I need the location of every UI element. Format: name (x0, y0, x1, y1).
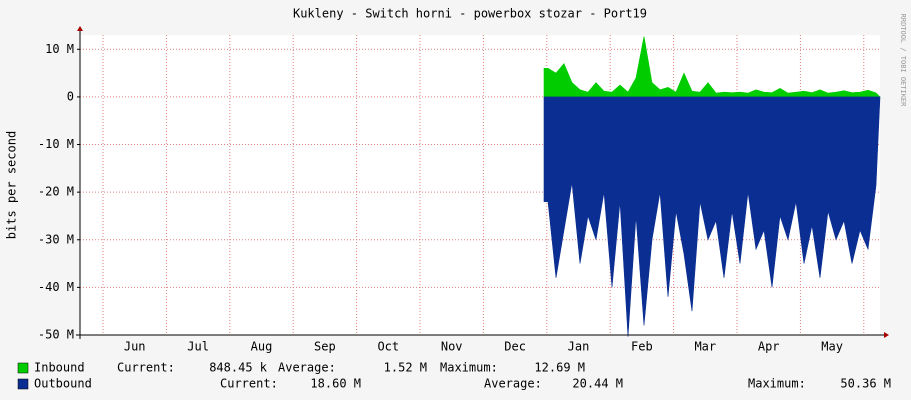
legend-stat-value: 1.52 M (384, 361, 427, 375)
legend-stat-label: Average: (484, 377, 542, 391)
series-area (543, 36, 881, 98)
legend-swatch (17, 378, 29, 390)
legend-stat-value: 20.44 M (572, 377, 623, 391)
y-tick-label: 0 (67, 89, 74, 103)
y-tick-label: -20 M (38, 185, 74, 199)
y-axis-arrow (77, 26, 83, 31)
x-tick-label: Jul (187, 340, 209, 354)
y-tick-label: -10 M (38, 137, 74, 151)
y-tick-label: -50 M (38, 328, 74, 342)
legend-stat-label: Current: (220, 377, 278, 391)
legend-swatch (17, 362, 29, 374)
legend-label: Outbound (34, 377, 92, 391)
x-tick-label: Sep (314, 340, 336, 354)
legend-stat-label: Maximum: (748, 377, 806, 391)
legend-stat-value: 12.69 M (534, 361, 585, 375)
x-tick-label: Feb (631, 340, 653, 354)
series-area (543, 96, 881, 337)
legend-stat-value: 18.60 M (310, 377, 361, 391)
x-tick-label: Jan (568, 340, 590, 354)
legend-stat-value: 848.45 k (209, 361, 268, 375)
legend-stat-label: Average: (278, 361, 336, 375)
y-axis-label: bits per second (5, 131, 19, 239)
x-tick-label: Aug (251, 340, 273, 354)
legend-stat-label: Maximum: (440, 361, 498, 375)
x-tick-label: Apr (758, 340, 780, 354)
y-tick-label: -40 M (38, 280, 74, 294)
x-tick-label: Oct (377, 340, 399, 354)
x-tick-label: Mar (694, 340, 716, 354)
x-tick-label: May (821, 340, 843, 354)
y-tick-label: 10 M (45, 42, 74, 56)
legend-stat-value: 50.36 M (840, 377, 891, 391)
x-tick-label: Dec (504, 340, 526, 354)
watermark: RRDTOOL / TOBI OETIKER (899, 14, 907, 108)
y-tick-label: -30 M (38, 232, 74, 246)
x-axis-arrow (884, 332, 889, 338)
legend-label: Inbound (34, 361, 85, 375)
legend-stat-label: Current: (117, 361, 175, 375)
x-tick-label: Jun (124, 340, 146, 354)
chart-title: Kukleny - Switch horni - powerbox stozar… (293, 7, 647, 21)
x-tick-label: Nov (441, 340, 463, 354)
